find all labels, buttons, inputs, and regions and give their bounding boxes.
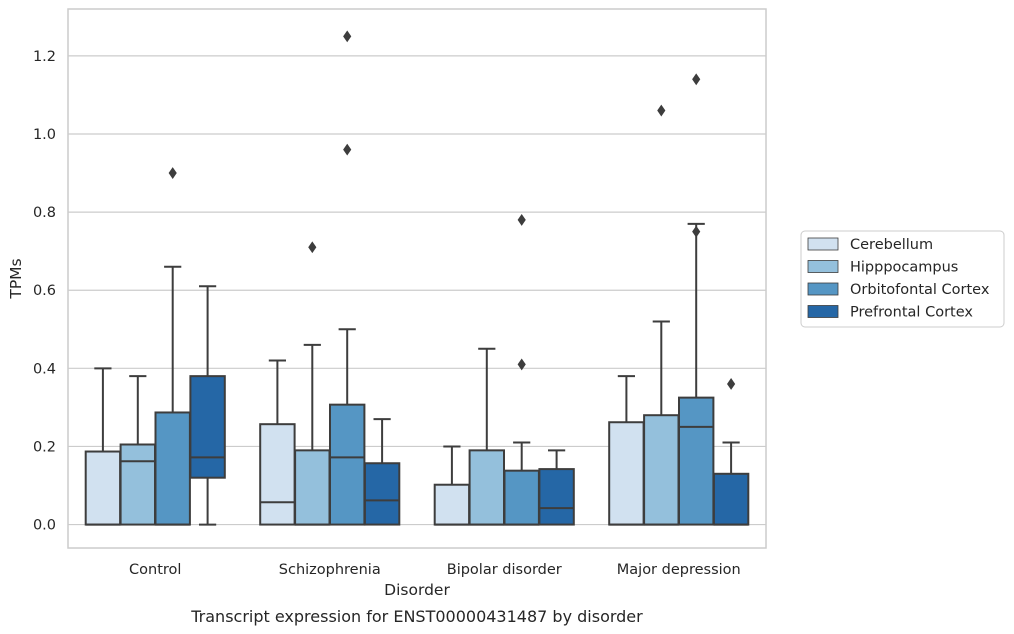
category-group <box>608 73 750 526</box>
box-body <box>538 468 575 526</box>
outlier-point <box>517 214 526 226</box>
y-tick-label: 1.0 <box>33 127 56 143</box>
outlier-point <box>657 104 666 117</box>
box-body <box>363 462 401 526</box>
box-body <box>329 403 366 526</box>
legend-item: Hipppocampus <box>807 260 958 276</box>
outlier-point <box>727 378 736 390</box>
legend-label: Hipppocampus <box>850 260 958 276</box>
box-hipppocampus <box>294 241 331 526</box>
box-body <box>433 483 471 526</box>
axes: 0.0 0.2 0.4 0.6 0.8 1.0 1.2 Control Schizophreni… <box>33 49 741 578</box>
legend-swatch <box>807 282 839 296</box>
box-body <box>643 414 680 526</box>
x-tick-label: Schizophrenia <box>279 562 381 578</box>
legend-swatch <box>807 305 839 318</box>
box-orbitofontal-cortex <box>329 30 366 526</box>
box-hipppocampus <box>643 104 680 526</box>
box-body <box>712 472 750 526</box>
x-tick-label: Bipolar disorder <box>447 562 562 578</box>
legend-item: Prefrontal Cortex <box>807 305 973 321</box>
outlier-point <box>517 358 526 371</box>
category-group <box>259 30 401 526</box>
box-orbitofontal-cortex <box>503 214 540 526</box>
outlier-point <box>168 167 177 179</box>
y-tick-label: 0.4 <box>33 361 56 377</box>
box-cerebellum <box>259 359 296 526</box>
box-cerebellum <box>608 375 645 526</box>
box-body <box>503 469 540 526</box>
y-tick-label: 0.6 <box>33 283 56 299</box>
outlier-point <box>308 241 317 254</box>
y-tick-label: 1.2 <box>33 49 56 65</box>
legend-item: Orbitofontal Cortex <box>807 282 990 298</box>
box-body <box>608 421 645 526</box>
box-groups <box>84 30 750 526</box>
box-body <box>678 396 715 526</box>
outlier-point <box>343 30 352 43</box>
box-body <box>84 450 122 526</box>
box-prefrontal-cortex <box>363 418 401 526</box>
x-tick-label: Control <box>129 562 181 578</box>
outlier-point <box>692 73 701 86</box>
figure-caption: Transcript expression for ENST0000043148… <box>190 607 643 626</box>
x-tick-label: Major depression <box>617 562 741 578</box>
outlier-point <box>343 143 352 156</box>
legend-frame <box>800 230 1005 328</box>
legend-item: Cerebellum <box>807 237 933 253</box>
y-tick-label: 0.2 <box>33 439 56 455</box>
box-body <box>259 423 296 526</box>
y-tick-label: 0.0 <box>33 518 56 534</box>
box-body <box>119 443 156 526</box>
box-orbitofontal-cortex <box>154 167 191 526</box>
legend-label: Prefrontal Cortex <box>850 305 973 321</box>
category-group <box>84 167 226 526</box>
box-orbitofontal-cortex <box>678 73 715 526</box>
legend-label: Orbitofontal Cortex <box>850 282 990 298</box>
box-body <box>189 375 226 479</box>
box-body <box>154 411 191 526</box>
legend-swatch <box>807 260 839 273</box>
outlier-point <box>692 225 701 238</box>
legend: Cerebellum Hipppocampus Orbitofontal Corte… <box>800 230 1005 328</box>
box-prefrontal-cortex <box>538 449 575 526</box>
box-body <box>468 449 506 526</box>
legend-swatch <box>807 237 839 251</box>
box-hipppocampus <box>119 375 156 526</box>
legend-label: Cerebellum <box>850 237 933 253</box>
plot-frame <box>67 8 767 549</box>
x-axis-label: Disorder <box>384 581 450 599</box>
box-body <box>294 449 331 526</box>
category-group <box>433 214 575 526</box>
box-cerebellum <box>433 445 471 526</box>
box-prefrontal-cortex <box>189 285 226 526</box>
y-tick-label: 0.8 <box>33 205 56 221</box>
box-prefrontal-cortex <box>712 378 750 526</box>
box-hipppocampus <box>468 347 506 526</box>
y-axis-label: TPMs <box>7 258 25 299</box>
